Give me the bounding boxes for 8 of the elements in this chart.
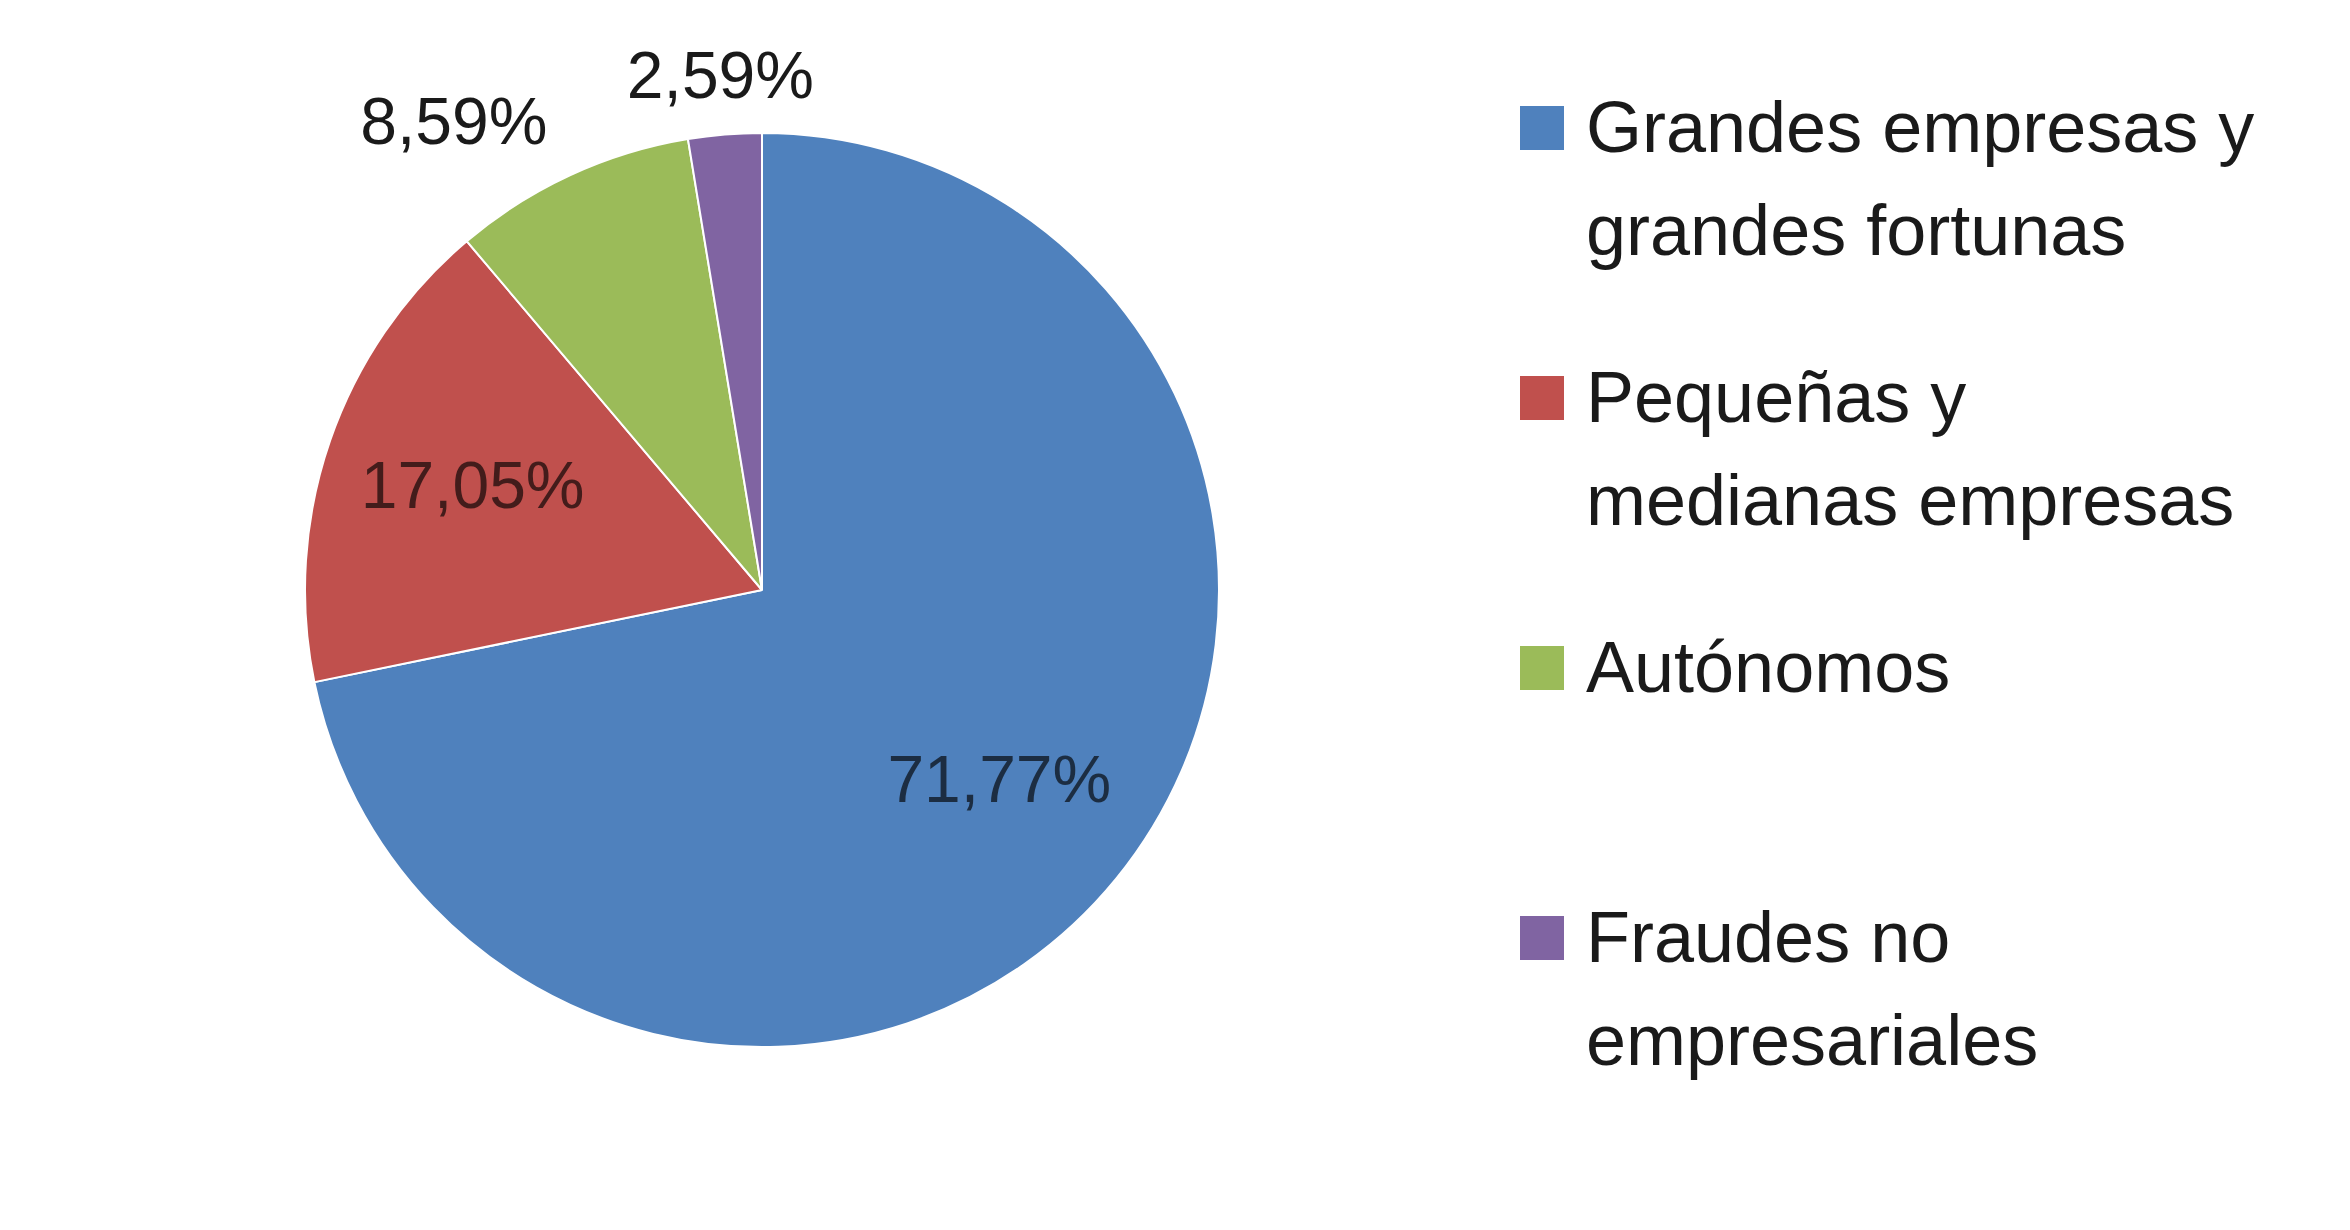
legend-label: Grandes empresas y grandes fortunas	[1586, 86, 2256, 272]
data-label: 8,59%	[360, 83, 548, 158]
data-label: 2,59%	[626, 38, 814, 113]
data-label: 71,77%	[887, 741, 1112, 816]
legend-label: Pequeñas y medianas empresas	[1586, 356, 2236, 542]
data-label: 17,05%	[360, 448, 585, 523]
legend-label: Fraudes no empresariales	[1586, 896, 2040, 1082]
legend-label: Autónomos	[1586, 626, 1952, 709]
